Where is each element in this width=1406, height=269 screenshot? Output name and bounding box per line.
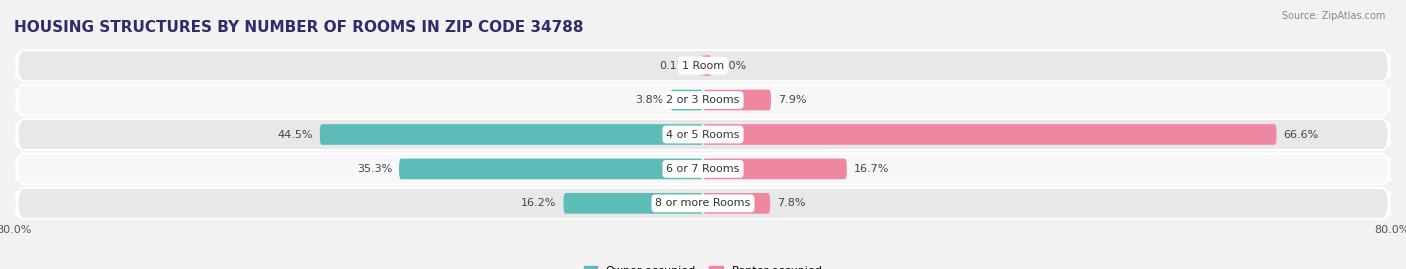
Text: 4 or 5 Rooms: 4 or 5 Rooms xyxy=(666,129,740,140)
FancyBboxPatch shape xyxy=(703,159,846,179)
Text: 0.17%: 0.17% xyxy=(659,61,695,71)
Text: 3.8%: 3.8% xyxy=(636,95,664,105)
Text: 7.8%: 7.8% xyxy=(778,198,806,208)
Text: 35.3%: 35.3% xyxy=(357,164,392,174)
FancyBboxPatch shape xyxy=(319,124,703,145)
Text: 16.7%: 16.7% xyxy=(853,164,889,174)
Text: 6 or 7 Rooms: 6 or 7 Rooms xyxy=(666,164,740,174)
Text: 16.2%: 16.2% xyxy=(522,198,557,208)
FancyBboxPatch shape xyxy=(564,193,703,214)
FancyBboxPatch shape xyxy=(703,55,711,76)
Legend: Owner-occupied, Renter-occupied: Owner-occupied, Renter-occupied xyxy=(579,261,827,269)
FancyBboxPatch shape xyxy=(17,50,1389,81)
Text: 2 or 3 Rooms: 2 or 3 Rooms xyxy=(666,95,740,105)
FancyBboxPatch shape xyxy=(671,90,703,110)
FancyBboxPatch shape xyxy=(700,55,703,76)
Text: HOUSING STRUCTURES BY NUMBER OF ROOMS IN ZIP CODE 34788: HOUSING STRUCTURES BY NUMBER OF ROOMS IN… xyxy=(14,20,583,35)
FancyBboxPatch shape xyxy=(17,153,1389,185)
FancyBboxPatch shape xyxy=(703,124,1277,145)
Text: 44.5%: 44.5% xyxy=(277,129,314,140)
Text: 8 or more Rooms: 8 or more Rooms xyxy=(655,198,751,208)
Text: Source: ZipAtlas.com: Source: ZipAtlas.com xyxy=(1281,11,1385,21)
FancyBboxPatch shape xyxy=(17,119,1389,150)
FancyBboxPatch shape xyxy=(17,188,1389,219)
Text: 7.9%: 7.9% xyxy=(778,95,807,105)
Text: 1 Room: 1 Room xyxy=(682,61,724,71)
FancyBboxPatch shape xyxy=(703,193,770,214)
FancyBboxPatch shape xyxy=(399,159,703,179)
FancyBboxPatch shape xyxy=(17,84,1389,116)
FancyBboxPatch shape xyxy=(703,90,770,110)
Text: 1.0%: 1.0% xyxy=(718,61,747,71)
Text: 66.6%: 66.6% xyxy=(1284,129,1319,140)
